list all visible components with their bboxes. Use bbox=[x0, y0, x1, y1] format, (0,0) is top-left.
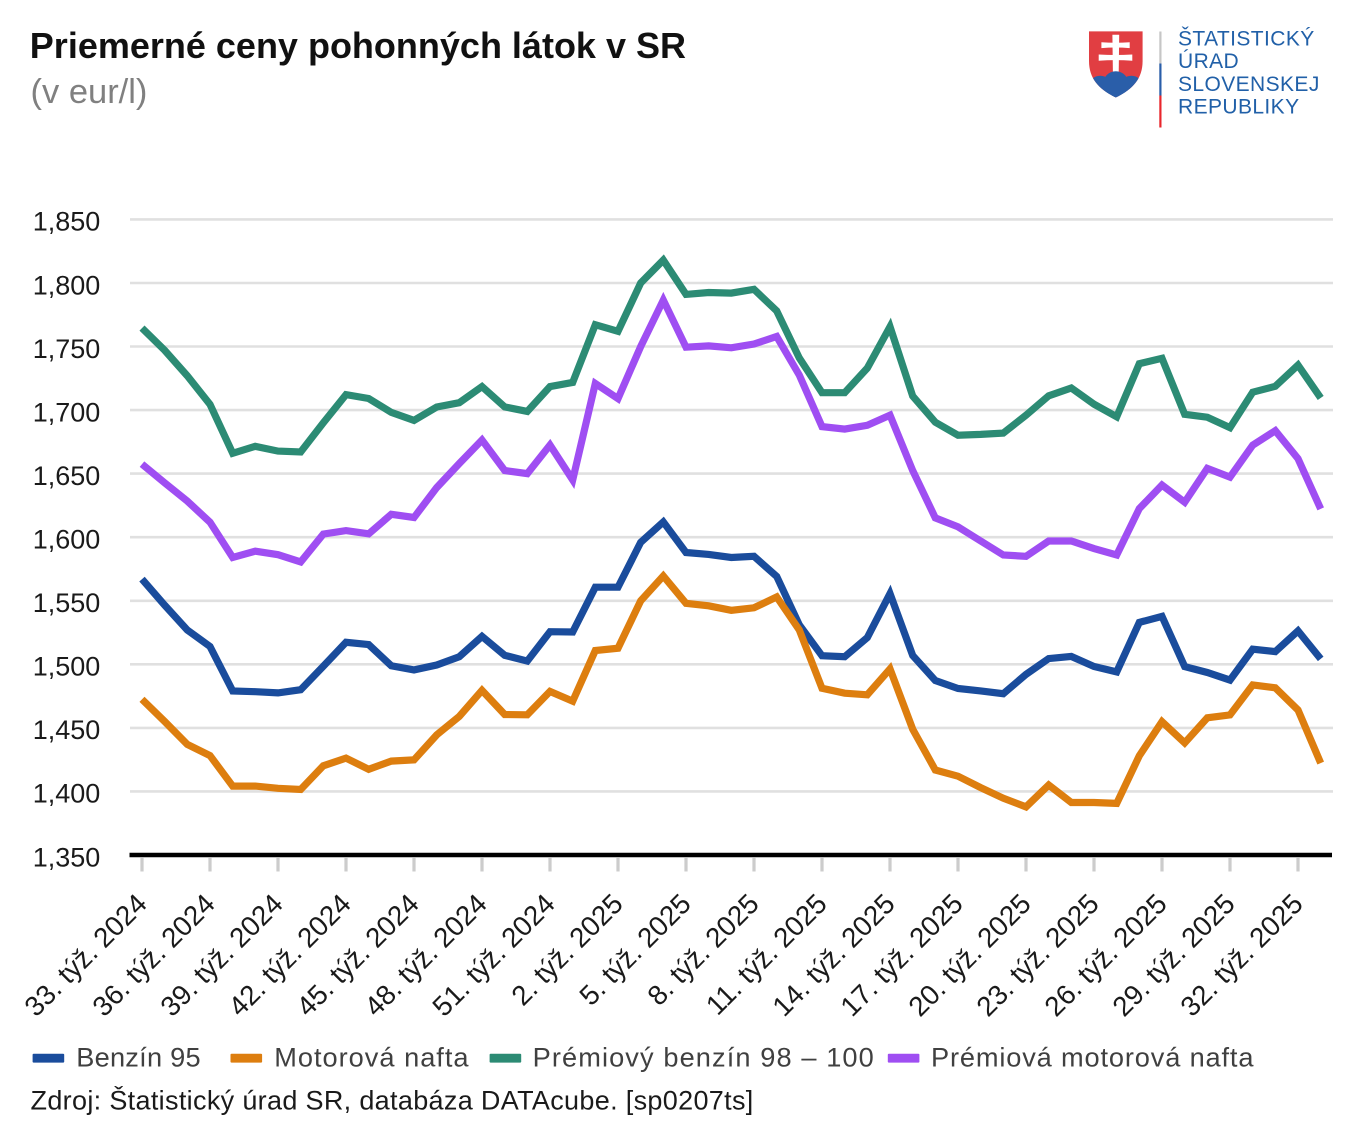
svg-text:1,500: 1,500 bbox=[33, 652, 101, 682]
svg-text:1,850: 1,850 bbox=[33, 207, 101, 237]
svg-text:1,600: 1,600 bbox=[33, 525, 101, 555]
svg-text:1,400: 1,400 bbox=[33, 779, 101, 809]
svg-text:1,700: 1,700 bbox=[33, 397, 101, 427]
svg-text:(v eur/l): (v eur/l) bbox=[31, 73, 148, 111]
svg-text:Prémiový benzín 98 – 100: Prémiový benzín 98 – 100 bbox=[533, 1042, 875, 1073]
svg-text:ÚRAD: ÚRAD bbox=[1178, 50, 1239, 73]
svg-text:Priemerné ceny pohonných látok: Priemerné ceny pohonných látok v SR bbox=[30, 25, 686, 66]
svg-text:Prémiová motorová nafta: Prémiová motorová nafta bbox=[931, 1042, 1254, 1073]
svg-text:1,750: 1,750 bbox=[33, 334, 101, 364]
svg-text:Motorová nafta: Motorová nafta bbox=[274, 1042, 469, 1073]
svg-text:SLOVENSKEJ: SLOVENSKEJ bbox=[1178, 73, 1320, 96]
svg-text:Benzín 95: Benzín 95 bbox=[76, 1042, 201, 1073]
svg-text:Zdroj: Štatistický úrad SR, da: Zdroj: Štatistický úrad SR, databáza DAT… bbox=[31, 1085, 754, 1116]
svg-text:1,650: 1,650 bbox=[33, 461, 101, 491]
svg-text:REPUBLIKY: REPUBLIKY bbox=[1178, 96, 1299, 119]
svg-text:1,800: 1,800 bbox=[33, 270, 101, 300]
svg-text:1,450: 1,450 bbox=[33, 715, 101, 745]
svg-text:ŠTATISTICKÝ: ŠTATISTICKÝ bbox=[1178, 27, 1315, 50]
svg-text:1,350: 1,350 bbox=[33, 842, 101, 872]
svg-text:1,550: 1,550 bbox=[33, 588, 101, 618]
